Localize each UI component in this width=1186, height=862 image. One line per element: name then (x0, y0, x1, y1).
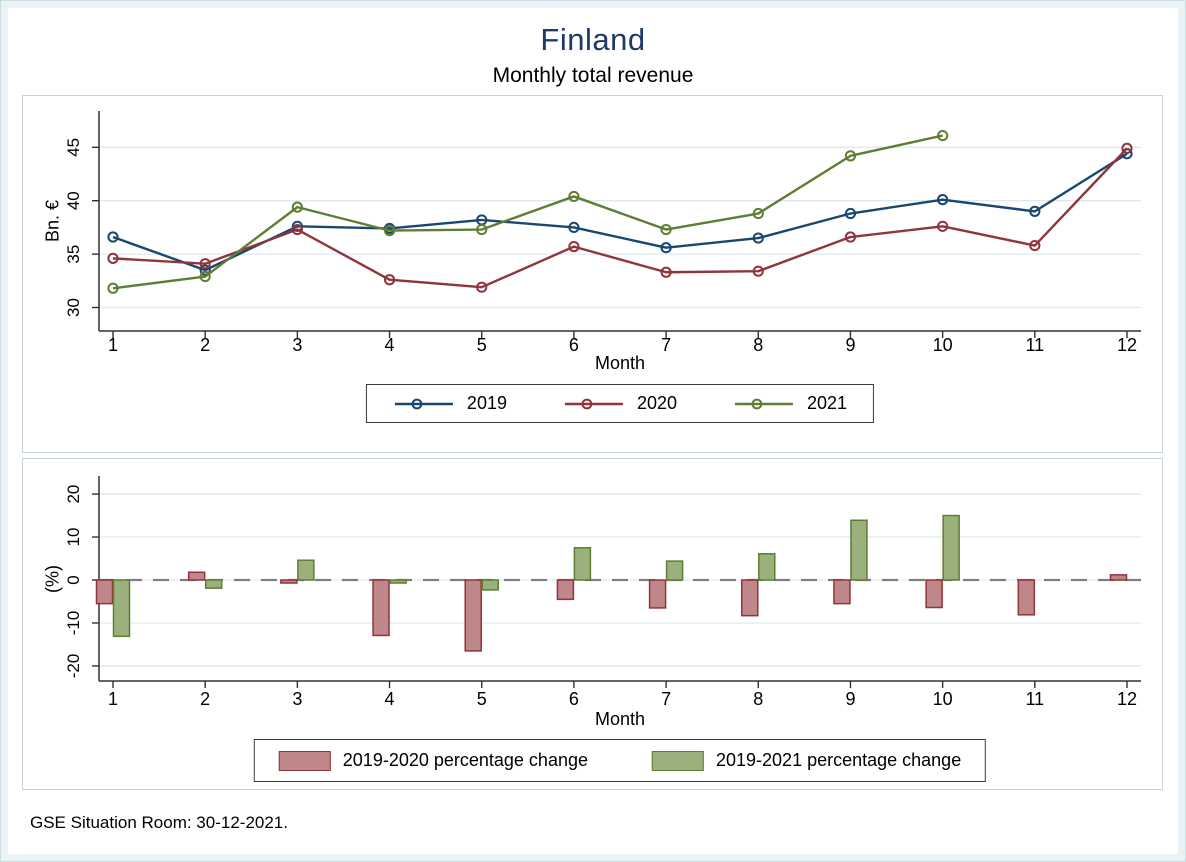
legend-swatch-2019-2020-icon (278, 750, 331, 771)
svg-text:4: 4 (385, 689, 395, 709)
svg-text:0: 0 (64, 575, 83, 584)
svg-text:45: 45 (64, 138, 83, 157)
y-axis-title-revenue: Bn. € (42, 199, 63, 243)
chart-title: Finland (540, 22, 646, 57)
svg-text:12: 12 (1117, 689, 1137, 709)
legend-line-2019-icon (394, 398, 453, 409)
svg-text:8: 8 (753, 689, 763, 709)
svg-text:40: 40 (64, 191, 83, 210)
svg-text:1: 1 (108, 689, 118, 709)
chart-subtitle: Monthly total revenue (492, 64, 694, 87)
svg-text:7: 7 (661, 335, 671, 355)
svg-text:11: 11 (1025, 689, 1044, 709)
svg-text:2: 2 (200, 689, 210, 709)
svg-text:6: 6 (569, 689, 579, 709)
svg-text:20: 20 (64, 485, 83, 504)
footer-note: GSE Situation Room: 30-12-2021. (30, 813, 288, 832)
bars-2019-2021 percentage change (112, 514, 960, 638)
svg-text:12: 12 (1117, 335, 1137, 355)
svg-text:30: 30 (64, 298, 83, 317)
svg-text:8: 8 (753, 335, 763, 355)
svg-text:6: 6 (569, 335, 579, 355)
svg-text:3: 3 (292, 335, 302, 355)
legend-line-2021-icon (735, 398, 794, 409)
svg-text:9: 9 (845, 689, 855, 709)
svg-text:-10: -10 (64, 611, 83, 636)
x-axis-title-month-bottom: Month (594, 709, 646, 729)
svg-text:10: 10 (933, 689, 953, 709)
svg-text:4: 4 (385, 335, 395, 355)
series-2021 (107, 129, 949, 294)
svg-text:-20: -20 (64, 654, 83, 679)
legend-item-2019-2020: 2019-2020 percentage change (278, 750, 588, 771)
svg-text:7: 7 (661, 689, 671, 709)
legend-item-2021: 2021 (733, 393, 847, 414)
svg-text:10: 10 (64, 528, 83, 547)
legend-item-2019-2021: 2019-2021 percentage change (652, 750, 961, 771)
svg-text:11: 11 (1025, 335, 1044, 355)
gridlines (99, 146, 1141, 309)
svg-text:1: 1 (108, 335, 118, 355)
svg-text:9: 9 (845, 335, 855, 355)
svg-text:2: 2 (200, 335, 210, 355)
svg-text:10: 10 (933, 335, 953, 355)
legend-label-2019-2020: 2019-2020 percentage change (342, 750, 588, 770)
legend-label-2019: 2019 (466, 393, 507, 413)
bars-2019-2020 percentage change (95, 571, 1128, 652)
series-2019 (107, 148, 1133, 276)
legend-item-2019: 2019 (393, 393, 507, 414)
svg-text:5: 5 (477, 335, 487, 355)
revenue-line-panel: 30 35 40 45 1 2 3 4 5 6 7 8 9 10 11 12 Bn. € Month 2019… (22, 95, 1163, 453)
legend-label-2019-2021: 2019-2021 percentage change (716, 750, 962, 770)
series-2020 (107, 142, 1133, 293)
y-axis-title-percent: (%) (42, 565, 63, 593)
bar-legend: 2019-2020 percentage change 2019-2021 pe… (253, 739, 987, 782)
legend-label-2020: 2020 (636, 393, 678, 413)
pct-change-bar-panel: -20 -10 0 10 20 1 2 3 4 5 6 7 8 9 10 11 12 (%) Month 201… (22, 458, 1163, 790)
legend-swatch-2019-2021-icon (652, 750, 704, 771)
legend-line-2020-icon (564, 398, 623, 409)
legend-item-2020: 2020 (563, 393, 677, 414)
legend-label-2021: 2021 (807, 393, 848, 413)
x-axis-title-month-top: Month (594, 353, 646, 373)
svg-text:35: 35 (64, 245, 83, 264)
svg-text:5: 5 (477, 689, 487, 709)
line-legend: 2019 2020 2021 (365, 384, 875, 423)
svg-text:3: 3 (292, 689, 302, 709)
